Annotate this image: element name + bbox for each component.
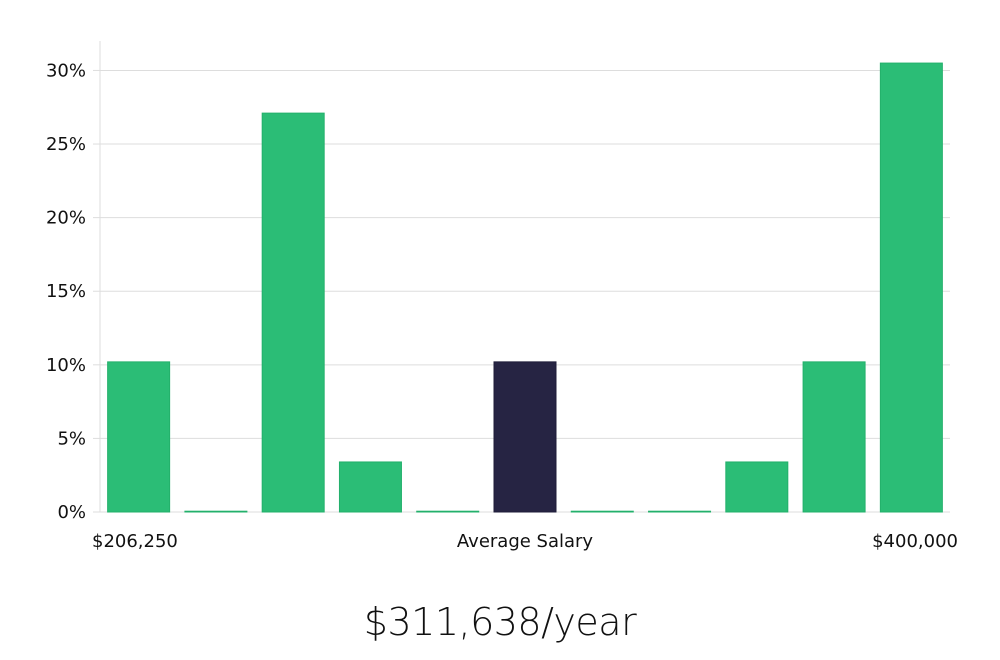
salary-bar: [416, 510, 480, 513]
y-tick-label: 30%: [46, 60, 86, 81]
salary-bar: [184, 510, 248, 513]
chart-svg: 0% 5% 10% 15% 20% 25% 30% $206,250 Average Sal…: [46, 41, 958, 552]
salary-bar: [648, 510, 712, 513]
salary-bar: [570, 510, 634, 513]
y-tick-label: 20%: [46, 208, 86, 229]
salary-bar: [725, 461, 789, 513]
x-axis-left-label: $206,250: [92, 531, 178, 552]
salary-bar: [802, 361, 866, 513]
label-layer: $206,250 Average Salary $400,000: [92, 531, 958, 552]
y-tick-label: 0%: [57, 502, 86, 523]
salary-bar: [338, 461, 402, 513]
y-tick-label: 25%: [46, 134, 86, 155]
bar-layer: [107, 62, 943, 513]
y-tick-label: 15%: [46, 281, 86, 302]
y-tick-label: 10%: [46, 355, 86, 376]
salary-bar: [107, 361, 171, 513]
salary-bar: [879, 62, 943, 513]
salary-bar: [261, 112, 325, 513]
y-tick-label: 5%: [57, 428, 86, 449]
average-salary-bar: [493, 361, 557, 513]
x-axis-right-label: $400,000: [872, 531, 958, 552]
axis-layer: 0% 5% 10% 15% 20% 25% 30%: [46, 41, 101, 523]
x-axis-center-label: Average Salary: [457, 531, 594, 552]
average-salary-value: $311,638/year: [363, 600, 637, 644]
